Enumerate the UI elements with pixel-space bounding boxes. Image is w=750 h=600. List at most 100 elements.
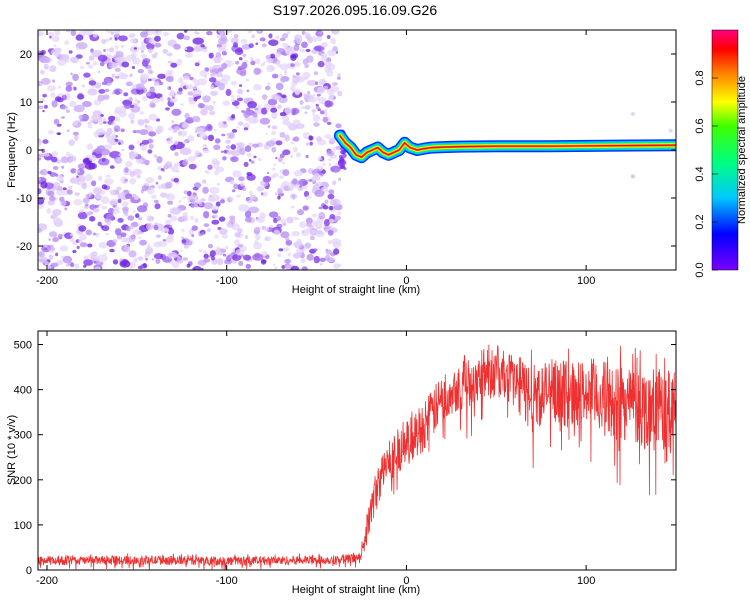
noise-speckle — [139, 207, 144, 212]
noise-speckle — [92, 208, 100, 213]
noise-speckle — [314, 45, 325, 52]
noise-speckle — [146, 215, 153, 222]
noise-speckle — [275, 52, 281, 58]
noise-speckle — [125, 160, 133, 168]
noise-speckle — [169, 97, 178, 103]
noise-speckle — [301, 266, 308, 270]
noise-speckle — [131, 66, 135, 69]
noise-speckle — [203, 202, 214, 210]
noise-speckle — [101, 158, 106, 162]
noise-speckle — [192, 115, 201, 123]
noise-speckle — [304, 32, 309, 36]
noise-speckle — [183, 190, 189, 195]
noise-speckle — [271, 73, 279, 79]
noise-speckle — [301, 229, 309, 237]
noise-speckle — [62, 255, 73, 264]
y-tick-label: 400 — [14, 385, 32, 397]
noise-speckle — [202, 250, 207, 254]
noise-speckle — [92, 232, 97, 236]
noise-speckle — [40, 97, 46, 103]
noise-speckle — [89, 191, 93, 195]
noise-speckle — [332, 82, 338, 86]
noise-speckle — [97, 254, 108, 262]
noise-speckle — [183, 124, 187, 128]
noise-speckle — [88, 91, 95, 96]
noise-speckle — [194, 217, 199, 223]
noise-speckle — [203, 253, 209, 259]
noise-speckle — [209, 90, 218, 96]
noise-speckle — [72, 131, 79, 136]
noise-speckle — [127, 215, 135, 221]
noise-speckle — [342, 153, 347, 158]
noise-speckle — [327, 49, 337, 57]
noise-speckle — [318, 157, 323, 161]
noise-speckle — [49, 231, 58, 238]
noise-speckle — [209, 110, 216, 116]
noise-speckle — [278, 74, 284, 77]
noise-speckle — [98, 120, 104, 126]
noise-speckle — [131, 52, 137, 59]
noise-speckle — [38, 188, 42, 195]
noise-speckle — [196, 184, 200, 189]
noise-speckle — [295, 152, 301, 158]
y-tick-label: 0 — [26, 565, 32, 577]
noise-speckle — [236, 126, 240, 129]
noise-speckle — [165, 161, 173, 168]
x-tick-label: -200 — [36, 275, 58, 287]
noise-speckle — [122, 207, 129, 215]
noise-speckle — [214, 138, 221, 144]
noise-speckle — [290, 107, 300, 115]
noise-speckle — [287, 252, 291, 257]
noise-speckle — [225, 145, 231, 150]
noise-speckle — [225, 88, 232, 97]
noise-speckle — [167, 214, 172, 218]
noise-speckle — [128, 250, 137, 258]
noise-speckle — [225, 245, 229, 249]
noise-speckle — [88, 124, 93, 129]
noise-speckle — [103, 117, 106, 122]
noise-speckle — [154, 81, 160, 87]
noise-speckle — [197, 127, 205, 134]
noise-speckle — [298, 178, 309, 187]
noise-speckle — [66, 129, 70, 132]
noise-speckle — [132, 130, 137, 134]
noise-speckle — [202, 47, 208, 53]
noise-speckle — [275, 82, 284, 91]
noise-speckle — [147, 186, 155, 195]
noise-speckle — [242, 53, 247, 58]
noise-speckle — [284, 134, 291, 142]
noise-speckle — [208, 243, 213, 249]
signal-band-layer — [339, 135, 676, 158]
noise-speckle — [201, 267, 204, 270]
noise-speckle — [304, 105, 311, 110]
noise-speckle — [173, 43, 181, 50]
noise-speckle — [261, 107, 268, 115]
noise-speckle — [216, 258, 224, 266]
noise-speckle — [207, 134, 215, 141]
noise-speckle — [305, 48, 311, 53]
noise-speckle — [200, 108, 208, 116]
noise-speckle — [236, 94, 241, 99]
snr-background — [38, 331, 676, 570]
noise-speckle — [238, 84, 243, 87]
noise-speckle — [109, 248, 115, 253]
noise-speckle — [305, 198, 308, 201]
noise-speckle — [79, 242, 88, 248]
noise-speckle — [271, 167, 276, 171]
noise-speckle — [129, 177, 137, 185]
noise-speckle — [217, 67, 224, 72]
noise-speckle — [129, 225, 135, 230]
noise-speckle — [277, 253, 282, 258]
noise-speckle — [118, 110, 127, 118]
noise-speckle — [159, 96, 164, 102]
noise-speckle — [326, 69, 334, 77]
noise-speckle — [153, 224, 159, 231]
noise-speckle — [75, 47, 80, 50]
noise-speckle — [321, 42, 328, 48]
noise-speckle — [231, 129, 238, 133]
noise-speckle — [39, 170, 44, 175]
noise-speckle — [156, 125, 164, 133]
noise-speckle — [299, 124, 304, 128]
noise-speckle — [176, 58, 183, 66]
noise-speckle — [120, 128, 125, 133]
